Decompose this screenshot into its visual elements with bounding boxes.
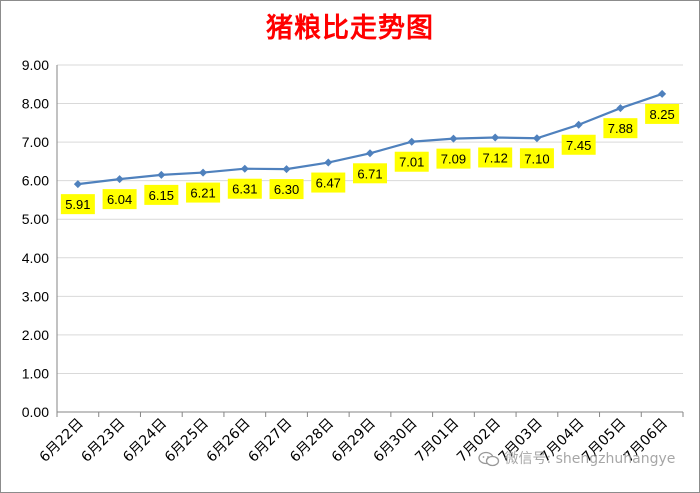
x-tick-label: 6月23日 <box>78 416 128 466</box>
data-point <box>115 175 124 184</box>
x-tick-label: 6月24日 <box>120 416 170 466</box>
data-label-box <box>186 182 221 203</box>
y-tick-label: 4.00 <box>22 250 49 266</box>
data-label: 6.15 <box>144 184 179 205</box>
data-label-text: 5.91 <box>65 197 90 212</box>
y-tick-label: 7.00 <box>22 134 49 150</box>
y-axis-ticks: 0.00 1.00 2.00 3.00 4.00 5.00 6.00 7.00 8.00 9.00 <box>22 57 49 420</box>
y-tick-label: 3.00 <box>22 288 49 304</box>
data-point <box>532 134 541 143</box>
x-tick-label: 6月29日 <box>329 416 379 466</box>
data-label-box <box>353 163 387 184</box>
wechat-icon <box>478 451 500 467</box>
y-tick-label: 8.00 <box>22 96 49 112</box>
data-label-text: 6.31 <box>232 182 257 197</box>
data-label-text: 6.30 <box>274 182 299 197</box>
data-label: 7.09 <box>436 148 471 169</box>
gridlines <box>57 64 683 374</box>
data-label-box <box>269 179 304 200</box>
data-label-text: 8.25 <box>649 107 674 122</box>
data-label-box <box>519 148 554 169</box>
data-label: 6.47 <box>311 172 346 193</box>
data-label-text: 7.12 <box>483 150 508 165</box>
x-tick-label: 6月30日 <box>371 416 421 466</box>
data-label-text: 7.09 <box>441 152 466 167</box>
data-point <box>199 168 208 177</box>
data-label-text: 7.88 <box>608 121 633 136</box>
data-label-box <box>478 147 513 168</box>
data-label-text: 6.15 <box>149 188 174 203</box>
y-tick-label: 6.00 <box>22 173 49 189</box>
data-point <box>616 104 625 113</box>
y-tick-label: 1.00 <box>22 365 49 381</box>
x-tick-label: 7月01日 <box>412 416 462 466</box>
data-point <box>157 170 166 179</box>
data-label-text: 7.10 <box>524 151 549 166</box>
y-tick-label: 2.00 <box>22 327 49 343</box>
data-label-text: 6.47 <box>316 176 341 191</box>
data-label-box <box>603 118 638 139</box>
data-label: 7.45 <box>561 134 596 155</box>
data-point <box>366 149 374 158</box>
data-point <box>324 158 333 167</box>
data-point <box>658 89 667 98</box>
data-label-box <box>561 134 596 155</box>
data-label: 7.12 <box>478 147 513 168</box>
data-labels: 5.91 6.04 6.15 6.21 6.31 6.30 6.47 6.71 7.01 7.09… <box>60 103 680 215</box>
data-label: 6.30 <box>269 179 304 200</box>
data-label: 7.01 <box>394 151 429 172</box>
data-label: 7.10 <box>519 148 554 169</box>
y-tick-label: 5.00 <box>22 211 49 227</box>
data-point <box>574 120 583 129</box>
x-tick-label: 6月22日 <box>37 416 87 466</box>
data-label: 6.21 <box>186 182 221 203</box>
data-label-text: 7.01 <box>399 155 424 170</box>
data-label: 6.31 <box>227 178 262 199</box>
data-point <box>449 134 458 143</box>
data-label-text: 7.45 <box>566 138 591 153</box>
data-label-box <box>144 184 179 205</box>
data-point <box>73 180 82 189</box>
data-point <box>407 137 416 146</box>
x-tick-label: 6月26日 <box>204 416 254 466</box>
data-label: 7.88 <box>603 118 638 139</box>
x-tick-label: 6月28日 <box>287 416 337 466</box>
data-label-box <box>102 189 137 210</box>
data-point <box>282 165 291 174</box>
axes <box>56 65 684 417</box>
data-label-text: 6.04 <box>107 192 132 207</box>
y-tick-label: 0.00 <box>22 404 49 420</box>
series-price-ratio <box>73 89 667 189</box>
data-label-box <box>311 172 346 193</box>
data-point <box>491 133 500 142</box>
data-label-box <box>394 151 429 172</box>
data-label: 8.25 <box>645 103 680 124</box>
data-label-box <box>436 148 471 169</box>
data-label-text: 6.21 <box>190 186 215 201</box>
data-point <box>240 164 249 173</box>
data-label-box <box>227 178 262 199</box>
data-label: 5.91 <box>60 194 95 215</box>
data-label-box <box>60 194 95 215</box>
x-tick-label: 6月25日 <box>162 416 212 466</box>
watermark-text: 微信号: shengzhuhangye <box>504 451 676 467</box>
data-label-box <box>645 103 680 124</box>
data-label-text: 6.71 <box>357 166 382 181</box>
data-label: 6.04 <box>102 189 137 210</box>
y-tick-label: 9.00 <box>22 57 49 73</box>
data-label: 6.71 <box>353 163 387 184</box>
x-tick-label: 6月27日 <box>245 416 295 466</box>
chart-title: 猪粮比走势图 <box>266 13 434 44</box>
watermark: 微信号: shengzhuhangye <box>478 448 675 468</box>
